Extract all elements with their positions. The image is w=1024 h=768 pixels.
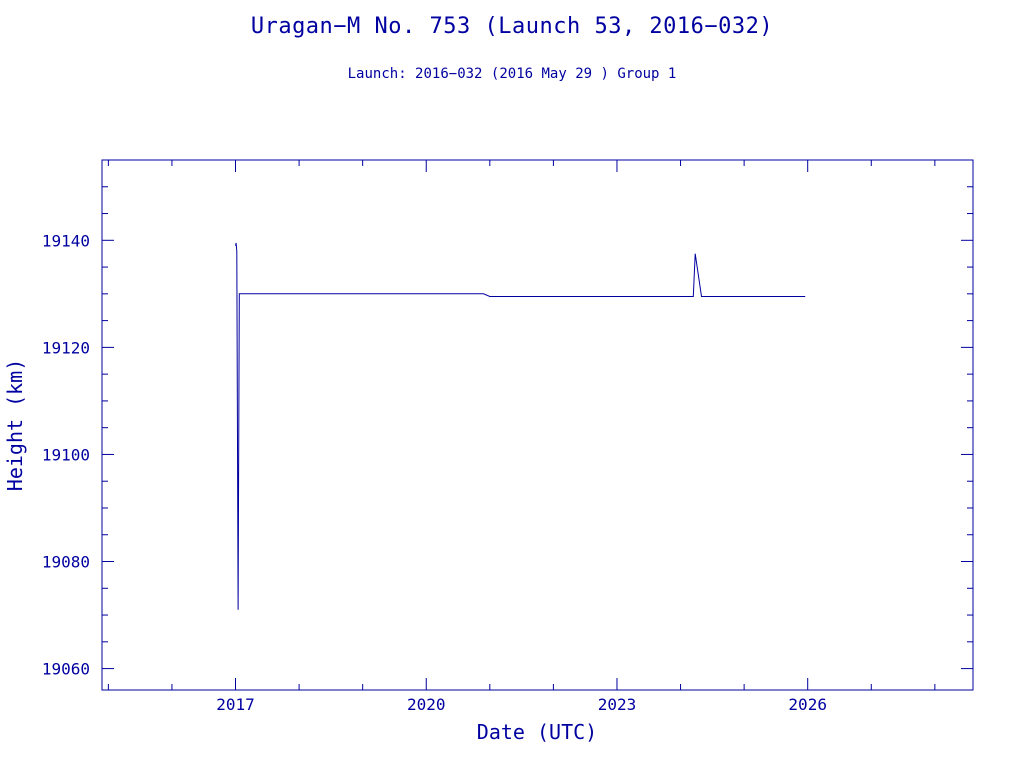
y-tick-label: 19060 (42, 660, 90, 679)
x-axis-label: Date (UTC) (477, 720, 597, 744)
plot-frame (101, 159, 974, 691)
chart-title: Uragan−M No. 753 (Launch 53, 2016−032) (250, 14, 774, 39)
y-tick-label: 19080 (42, 553, 90, 572)
x-tick-label: 2020 (407, 695, 446, 714)
x-tick-label: 2017 (216, 695, 255, 714)
axis-ticks (102, 159, 973, 690)
x-tick-label: 2023 (598, 695, 637, 714)
y-tick-label: 19120 (42, 338, 90, 357)
series-layer (235, 242, 806, 610)
y-tick-label: 19100 (42, 445, 90, 464)
y-tick-label: 19140 (42, 231, 90, 250)
axis-tick-labels: 2017 2020 2023 2026 19060 19080 19100 19120 1914… (42, 231, 827, 714)
chart-subtitle: Launch: 2016−032 (2016 May 29 ) Group 1 (347, 66, 677, 82)
y-axis-label: Height (km) (3, 359, 27, 491)
x-tick-label: 2026 (788, 695, 827, 714)
series-line (235, 242, 806, 610)
